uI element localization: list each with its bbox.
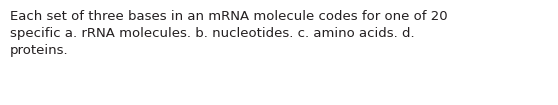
Text: proteins.: proteins.	[10, 44, 69, 57]
Text: Each set of three bases in an mRNA molecule codes for one of 20: Each set of three bases in an mRNA molec…	[10, 10, 448, 23]
Text: specific a. rRNA molecules. b. nucleotides. c. amino acids. d.: specific a. rRNA molecules. b. nucleotid…	[10, 27, 415, 40]
